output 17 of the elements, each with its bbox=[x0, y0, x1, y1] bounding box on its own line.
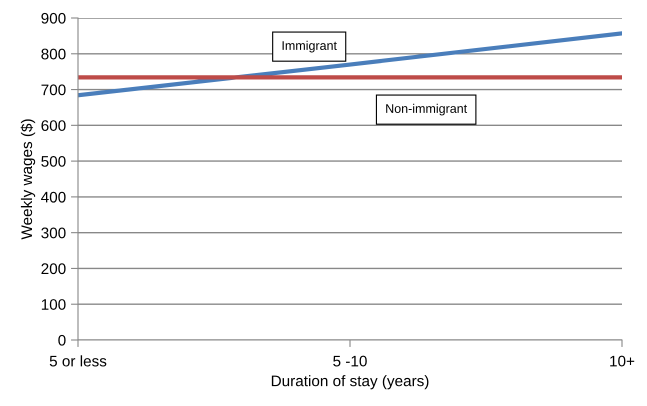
y-tick-label: 300 bbox=[41, 228, 66, 238]
y-tick-label: 500 bbox=[41, 156, 66, 167]
y-tick-label: 400 bbox=[41, 192, 66, 203]
x-tick-label: 5 or less bbox=[50, 355, 106, 366]
y-tick-label: 900 bbox=[41, 12, 66, 24]
y-tick-label: 0 bbox=[58, 334, 66, 346]
y-tick-label: 100 bbox=[42, 299, 66, 310]
series-label: Immigrant bbox=[282, 40, 337, 52]
y-tick-label: 700 bbox=[41, 84, 66, 96]
text: Non-immigrant bbox=[386, 104, 468, 116]
x-tick-label: 5 -10 bbox=[333, 356, 367, 366]
y-axis-title: Weekly wages ($) bbox=[20, 119, 36, 240]
x-axis-title: Duration of stay (years) bbox=[272, 375, 428, 390]
y-tick-label: 200 bbox=[41, 263, 66, 274]
y-tick-label: 600 bbox=[41, 120, 66, 132]
y-tick-label: 800 bbox=[41, 48, 66, 60]
x-tick-label: 10+ bbox=[610, 356, 634, 366]
